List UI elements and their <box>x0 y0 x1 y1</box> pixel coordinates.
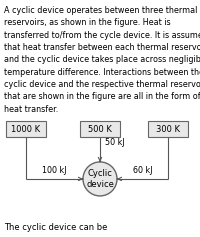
Text: that heat transfer between each thermal reservoir: that heat transfer between each thermal … <box>4 43 200 52</box>
Text: 300 K: 300 K <box>156 125 180 134</box>
FancyBboxPatch shape <box>80 121 120 137</box>
Text: that are shown in the figure are all in the form of: that are shown in the figure are all in … <box>4 92 200 101</box>
Text: reservoirs, as shown in the figure. Heat is: reservoirs, as shown in the figure. Heat… <box>4 18 171 27</box>
Text: cyclic device and the respective thermal reservoirs: cyclic device and the respective thermal… <box>4 80 200 89</box>
Text: temperature difference. Interactions between the: temperature difference. Interactions bet… <box>4 68 200 77</box>
Text: 50 kJ: 50 kJ <box>105 138 125 147</box>
Text: transferred to/from the cycle device. It is assumed: transferred to/from the cycle device. It… <box>4 31 200 40</box>
Text: 1000 K: 1000 K <box>11 125 41 134</box>
FancyBboxPatch shape <box>148 121 188 137</box>
Text: A cyclic device operates between three thermal: A cyclic device operates between three t… <box>4 6 197 15</box>
Text: heat transfer.: heat transfer. <box>4 105 58 114</box>
Text: 100 kJ: 100 kJ <box>42 166 67 175</box>
Text: 500 K: 500 K <box>88 125 112 134</box>
Text: The cyclic device can be: The cyclic device can be <box>4 223 107 232</box>
Text: 60 kJ: 60 kJ <box>133 166 152 175</box>
Text: Cyclic
device: Cyclic device <box>86 169 114 189</box>
Text: and the cyclic device takes place across negligible: and the cyclic device takes place across… <box>4 55 200 64</box>
FancyBboxPatch shape <box>6 121 46 137</box>
Ellipse shape <box>83 162 117 196</box>
